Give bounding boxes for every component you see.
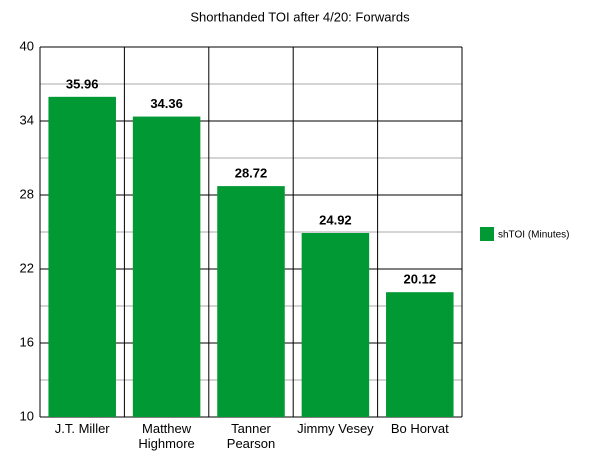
y-tick-label: 10 xyxy=(20,408,34,423)
x-tick-label: Bo Horvat xyxy=(391,421,449,436)
bar xyxy=(48,96,116,418)
y-tick-label: 28 xyxy=(20,186,34,201)
x-tick-label: J.T. Miller xyxy=(55,421,111,436)
x-tick-label: Tanner Pearson xyxy=(227,421,275,451)
legend-label: shTOI (Minutes) xyxy=(498,230,570,241)
x-tick-label: Matthew Highmore xyxy=(138,421,194,451)
bar xyxy=(386,292,454,417)
value-label: 34.36 xyxy=(150,96,183,111)
bar xyxy=(132,116,201,417)
chart-title: Shorthanded TOI after 4/20: Forwards xyxy=(190,9,410,24)
y-tick-label: 34 xyxy=(20,112,34,127)
y-tick-label: 16 xyxy=(20,334,34,349)
value-label: 35.96 xyxy=(66,76,99,91)
value-label: 20.12 xyxy=(404,272,437,287)
bar xyxy=(217,186,285,417)
legend-swatch xyxy=(480,227,494,241)
x-tick-label: Jimmy Vesey xyxy=(297,421,374,436)
y-tick-label: 22 xyxy=(20,260,34,275)
bar xyxy=(301,232,370,417)
value-label: 24.92 xyxy=(319,212,352,227)
value-label: 28.72 xyxy=(235,166,268,181)
y-tick-label: 40 xyxy=(20,38,34,53)
